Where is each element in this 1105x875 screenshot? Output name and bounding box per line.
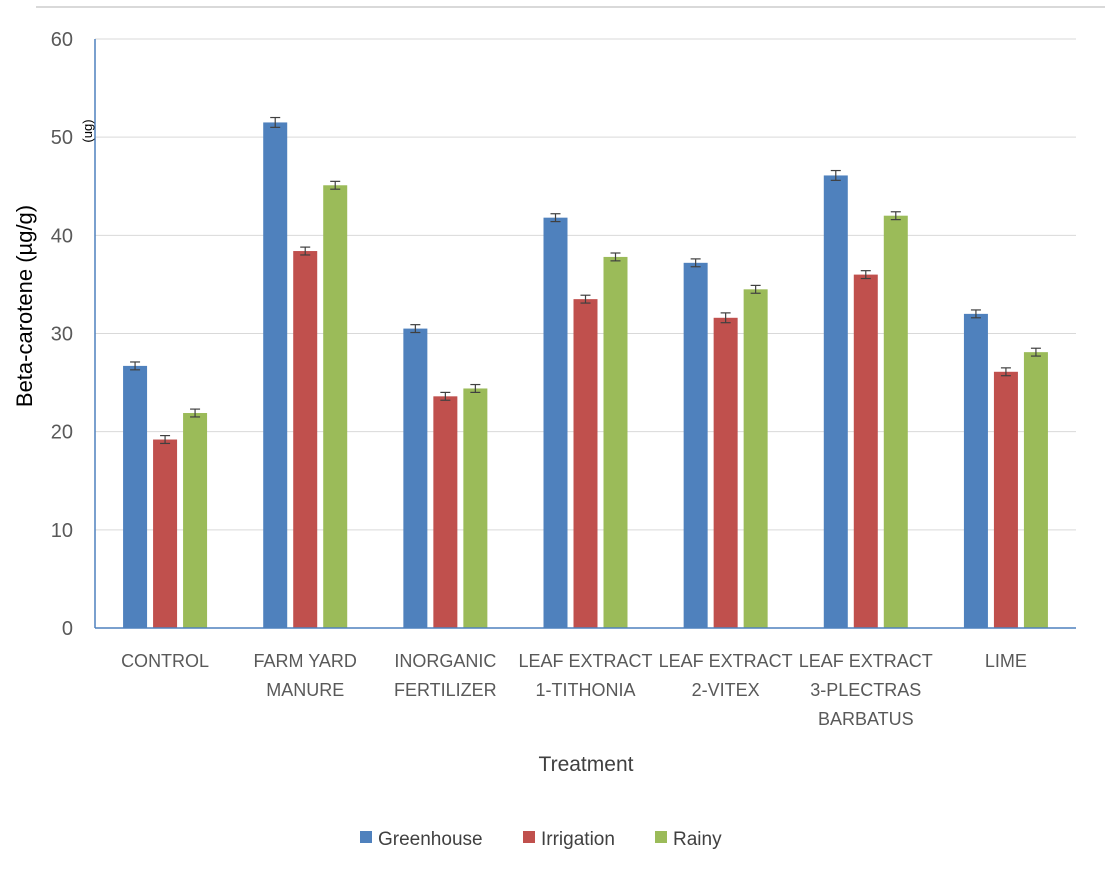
x-category-label: LEAF EXTRACT: [518, 651, 652, 671]
bar-irrigation-3: [573, 299, 598, 628]
top-border: [36, 6, 1105, 8]
x-category-label: MANURE: [266, 680, 344, 700]
bar-greenhouse-4: [683, 262, 708, 628]
bars: [123, 122, 1048, 629]
bar-rainy-6: [1023, 352, 1048, 628]
y-tick-label: 10: [51, 520, 73, 542]
y-tick-label: 60: [51, 29, 73, 51]
x-category-labels: CONTROL FARM YARD MANURE INORGANIC FERTILIZE…: [121, 651, 1027, 729]
legend-label-irrigation: Irrigation: [541, 829, 615, 850]
bar-irrigation-6: [993, 371, 1018, 628]
bar-greenhouse-2: [403, 328, 428, 628]
y-tick-label: 50: [51, 127, 73, 149]
legend-label-greenhouse: Greenhouse: [378, 829, 483, 850]
bar-greenhouse-1: [263, 122, 288, 629]
bar-irrigation-4: [713, 317, 738, 628]
bar-greenhouse-5: [823, 175, 848, 628]
bar-irrigation-0: [153, 439, 178, 628]
bar-rainy-5: [883, 215, 908, 628]
bar-rainy-1: [323, 185, 348, 629]
y-tick-label: 20: [51, 422, 73, 444]
x-category-label: LEAF EXTRACT: [659, 651, 793, 671]
x-category-label: INORGANIC: [394, 651, 496, 671]
x-axis-title: Treatment: [539, 753, 634, 776]
bar-rainy-3: [603, 256, 628, 628]
legend: Greenhouse Irrigation Rainy: [360, 829, 722, 850]
y-tick-label: 30: [51, 324, 73, 346]
x-category-label: 2-VITEX: [692, 680, 760, 700]
bar-irrigation-1: [293, 251, 318, 629]
x-category-label: 3-PLECTRAS: [810, 680, 921, 700]
bar-greenhouse-3: [543, 217, 568, 628]
y-tick-label: 0: [62, 618, 73, 640]
legend-swatch-irrigation: [523, 831, 535, 843]
x-category-label: 1-TITHONIA: [535, 680, 635, 700]
x-category-label: CONTROL: [121, 651, 209, 671]
bar-greenhouse-6: [963, 313, 988, 628]
x-category-label: LEAF EXTRACT: [799, 651, 933, 671]
x-category-label: FERTILIZER: [394, 680, 497, 700]
gridlines: [95, 38, 1076, 531]
bar-rainy-0: [183, 413, 208, 628]
legend-swatch-greenhouse: [360, 831, 372, 843]
legend-label-rainy: Rainy: [673, 829, 722, 850]
bar-rainy-2: [463, 388, 488, 628]
x-category-label: FARM YARD: [254, 651, 357, 671]
bar-greenhouse-0: [123, 365, 148, 628]
y-axis-title: Beta-carotene (µg/g): [12, 205, 37, 407]
x-category-label: LIME: [985, 651, 1027, 671]
x-category-label: BARBATUS: [818, 709, 914, 729]
legend-swatch-rainy: [655, 831, 667, 843]
y-tick-labels: 0 10 20 30 40 50 60: [51, 29, 73, 640]
error-bars: [130, 116, 1041, 445]
bar-irrigation-2: [433, 396, 458, 628]
bar-irrigation-5: [853, 274, 878, 628]
y-unit-note: (ug): [80, 119, 95, 142]
y-tick-label: 40: [51, 225, 73, 247]
bar-rainy-4: [743, 289, 768, 628]
